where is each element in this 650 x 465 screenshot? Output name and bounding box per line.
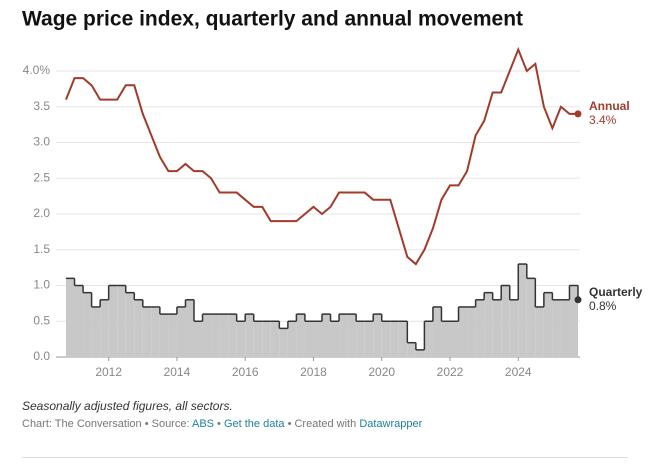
- step-area: [356, 321, 365, 357]
- step-area: [134, 299, 143, 357]
- x-tick-label: 2016: [232, 365, 259, 379]
- get-data-link[interactable]: Get the data: [223, 418, 285, 430]
- tool-link[interactable]: Datawrapper: [359, 418, 423, 430]
- y-tick-label: 0.0: [33, 349, 50, 363]
- step-area: [194, 321, 203, 357]
- step-area: [108, 285, 118, 357]
- step-area: [543, 292, 553, 357]
- step-area: [407, 342, 416, 357]
- step-area: [552, 299, 561, 357]
- step-area: [142, 306, 152, 357]
- step-area: [475, 299, 485, 357]
- step-area: [245, 314, 254, 357]
- step-area: [535, 306, 544, 357]
- x-tick-label: 2012: [95, 365, 122, 379]
- step-area: [202, 314, 212, 357]
- step-area: [381, 321, 391, 357]
- y-tick-label: 4.0%: [23, 63, 51, 77]
- y-tick-label: 1.0: [33, 278, 50, 292]
- step-area: [484, 292, 493, 357]
- step-area: [390, 321, 399, 357]
- x-tick-label: 2018: [300, 365, 327, 379]
- step-area: [432, 306, 442, 357]
- step-area: [185, 299, 194, 357]
- step-area: [322, 314, 331, 357]
- step-area: [415, 349, 425, 357]
- step-area: [424, 321, 433, 357]
- step-area: [117, 285, 126, 357]
- step-area: [450, 321, 459, 357]
- step-area: [211, 314, 220, 357]
- legend-label: Quarterly: [589, 285, 643, 299]
- value-label: 0.8%: [589, 299, 617, 313]
- x-tick-label: 2020: [368, 365, 395, 379]
- credits: Chart: The Conversation • Source: ABS • …: [22, 418, 423, 430]
- step-area: [91, 306, 101, 357]
- y-tick-label: 2.5: [33, 170, 50, 184]
- credit-chart: Chart: The Conversation: [22, 418, 142, 430]
- source-link[interactable]: ABS: [191, 418, 214, 430]
- step-area: [492, 299, 502, 357]
- y-tick-label: 1.5: [33, 242, 50, 256]
- step-area: [313, 321, 322, 357]
- divider: [22, 457, 628, 458]
- step-area: [467, 306, 476, 357]
- step-area: [509, 299, 519, 357]
- series-line: [65, 46, 578, 266]
- value-label: 3.4%: [589, 113, 617, 127]
- chart: Wage price index, quarterly and annual m…: [22, 8, 643, 380]
- step-area: [398, 321, 408, 357]
- step-area: [74, 285, 84, 357]
- legend-label: Annual: [589, 99, 630, 113]
- step-area: [296, 314, 305, 357]
- step-area: [270, 321, 280, 357]
- credit-created: Created with: [294, 418, 357, 430]
- y-tick-label: 2.0: [33, 206, 50, 220]
- step-area: [569, 285, 578, 357]
- step-area: [364, 321, 374, 357]
- step-area: [159, 314, 169, 357]
- step-area: [373, 314, 382, 357]
- end-dot: [574, 110, 582, 118]
- end-dot: [574, 296, 582, 304]
- step-area: [83, 292, 92, 357]
- step-area: [262, 321, 271, 357]
- step-area: [347, 314, 357, 357]
- chart-title: Wage price index, quarterly and annual m…: [22, 8, 523, 31]
- step-area: [330, 321, 340, 357]
- step-area: [560, 299, 570, 357]
- step-area: [176, 306, 186, 357]
- step-area: [279, 328, 288, 357]
- step-area: [518, 264, 527, 357]
- step-area: [287, 321, 297, 357]
- step-area: [219, 314, 229, 357]
- step-area: [339, 314, 348, 357]
- step-area: [100, 299, 109, 357]
- step-area: [168, 314, 177, 357]
- y-tick-label: 0.5: [33, 313, 50, 327]
- x-tick-label: 2014: [164, 365, 191, 379]
- step-area: [304, 321, 314, 357]
- step-area: [236, 321, 246, 357]
- step-area: [501, 285, 510, 357]
- x-tick-label: 2022: [437, 365, 464, 379]
- step-area: [441, 321, 450, 357]
- step-area: [151, 306, 160, 357]
- x-tick-label: 2024: [505, 365, 532, 379]
- y-tick-label: 3.0: [33, 135, 50, 149]
- step-area: [458, 306, 468, 357]
- step-area: [125, 292, 135, 357]
- step-area: [526, 278, 536, 357]
- step-area: [228, 314, 237, 357]
- credit-source-label: Source:: [151, 418, 190, 430]
- y-tick-label: 3.5: [33, 99, 50, 113]
- step-area: [253, 321, 263, 357]
- note: Seasonally adjusted figures, all sectors…: [22, 399, 233, 413]
- step-area: [66, 278, 75, 357]
